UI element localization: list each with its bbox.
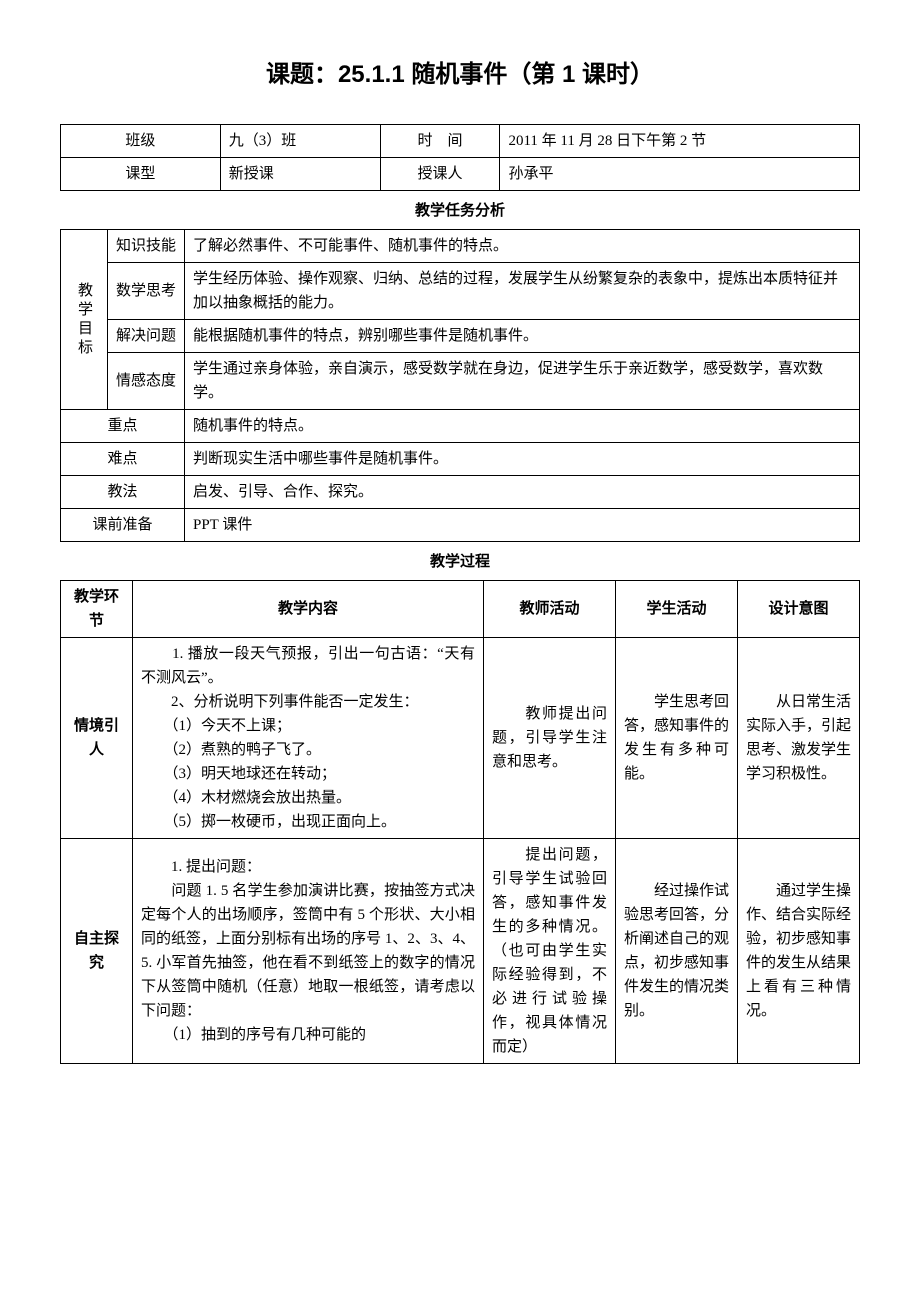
process-table: 教学环节 教学内容 教师活动 学生活动 设计意图 情境引人 1. 播放一段天气预… bbox=[60, 580, 860, 1064]
goal-row-0-text: 了解必然事件、不可能事件、随机事件的特点。 bbox=[185, 230, 860, 263]
extra-2-label: 教法 bbox=[61, 476, 185, 509]
extra-1-label: 难点 bbox=[61, 443, 185, 476]
extra-0-text: 随机事件的特点。 bbox=[185, 410, 860, 443]
goal-row-1-label: 数学思考 bbox=[108, 263, 185, 320]
proc-head-student: 学生活动 bbox=[616, 581, 738, 638]
analysis-title: 教学任务分析 bbox=[60, 199, 860, 223]
meta-type-label: 课型 bbox=[61, 158, 221, 191]
proc-row-1-intent: 通过学生操作、结合实际经验，初步感知事件的发生从结果上看有三种情况。 bbox=[738, 839, 860, 1064]
proc-row-1-teacher: 提出问题，引导学生试验回答，感知事件发生的多种情况。（也可由学生实际经验得到，不… bbox=[484, 839, 616, 1064]
meta-time-value: 2011 年 11 月 28 日下午第 2 节 bbox=[500, 125, 860, 158]
meta-class-value: 九（3）班 bbox=[220, 125, 380, 158]
proc-row-0-teacher: 教师提出问题，引导学生注意和思考。 bbox=[484, 638, 616, 839]
proc-head-phase: 教学环节 bbox=[61, 581, 133, 638]
extra-2-text: 启发、引导、合作、探究。 bbox=[185, 476, 860, 509]
goal-row-2-label: 解决问题 bbox=[108, 320, 185, 353]
meta-teacher-value: 孙承平 bbox=[500, 158, 860, 191]
proc-row-0-phase: 情境引人 bbox=[61, 638, 133, 839]
goal-row-0-label: 知识技能 bbox=[108, 230, 185, 263]
goal-row-1-text: 学生经历体验、操作观察、归纳、总结的过程，发展学生从纷繁复杂的表象中，提炼出本质… bbox=[185, 263, 860, 320]
goal-row-3-label: 情感态度 bbox=[108, 353, 185, 410]
process-title: 教学过程 bbox=[60, 550, 860, 574]
proc-row-0-student: 学生思考回答，感知事件的发生有多种可能。 bbox=[616, 638, 738, 839]
meta-table: 班级 九（3）班 时 间 2011 年 11 月 28 日下午第 2 节 课型 … bbox=[60, 124, 860, 191]
proc-head-content: 教学内容 bbox=[133, 581, 484, 638]
extra-3-label: 课前准备 bbox=[61, 509, 185, 542]
proc-head-intent: 设计意图 bbox=[738, 581, 860, 638]
proc-row-0-content: 1. 播放一段天气预报，引出一句古语：“天有不测风云”。 2、分析说明下列事件能… bbox=[133, 638, 484, 839]
extra-1-text: 判断现实生活中哪些事件是随机事件。 bbox=[185, 443, 860, 476]
extra-3-text: PPT 课件 bbox=[185, 509, 860, 542]
extra-0-label: 重点 bbox=[61, 410, 185, 443]
proc-row-1-student: 经过操作试验思考回答，分析阐述自己的观点，初步感知事件发生的情况类别。 bbox=[616, 839, 738, 1064]
proc-row-1-content: 1. 提出问题： 问题 1. 5 名学生参加演讲比赛，按抽签方式决定每个人的出场… bbox=[133, 839, 484, 1064]
goal-label: 教学目标 bbox=[61, 230, 108, 410]
meta-time-label: 时 间 bbox=[380, 125, 500, 158]
meta-teacher-label: 授课人 bbox=[380, 158, 500, 191]
goal-row-3-text: 学生通过亲身体验，亲自演示，感受数学就在身边，促进学生乐于亲近数学，感受数学，喜… bbox=[185, 353, 860, 410]
proc-head-teacher: 教师活动 bbox=[484, 581, 616, 638]
meta-class-label: 班级 bbox=[61, 125, 221, 158]
goal-row-2-text: 能根据随机事件的特点，辨别哪些事件是随机事件。 bbox=[185, 320, 860, 353]
proc-row-1-phase: 自主探究 bbox=[61, 839, 133, 1064]
page-title: 课题：25.1.1 随机事件（第 1 课时） bbox=[60, 56, 860, 94]
meta-type-value: 新授课 bbox=[220, 158, 380, 191]
proc-row-0-intent: 从日常生活实际入手，引起思考、激发学生学习积极性。 bbox=[738, 638, 860, 839]
analysis-table: 教学目标 知识技能 了解必然事件、不可能事件、随机事件的特点。 数学思考 学生经… bbox=[60, 229, 860, 542]
